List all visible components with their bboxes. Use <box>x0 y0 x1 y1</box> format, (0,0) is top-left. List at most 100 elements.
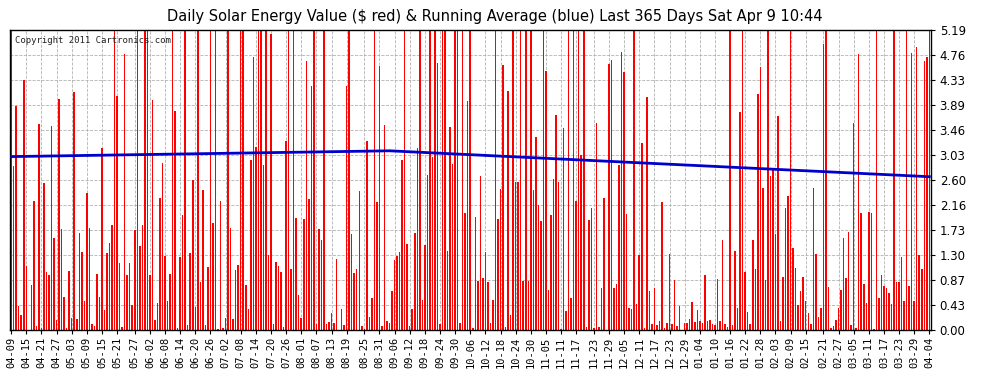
Bar <box>865 303 867 330</box>
Bar <box>747 312 748 330</box>
Bar <box>855 328 857 330</box>
Bar <box>366 141 367 330</box>
Bar <box>800 291 802 330</box>
Bar <box>419 30 421 330</box>
Bar <box>353 273 355 330</box>
Bar <box>285 141 287 330</box>
Bar <box>13 166 15 330</box>
Bar <box>782 277 784 330</box>
Bar <box>661 202 662 330</box>
Bar <box>149 276 150 330</box>
Bar <box>777 116 779 330</box>
Bar <box>737 308 739 330</box>
Bar <box>177 328 178 330</box>
Bar <box>432 157 434 330</box>
Bar <box>240 30 242 330</box>
Bar <box>442 30 444 330</box>
Bar <box>656 325 657 330</box>
Bar <box>634 30 635 330</box>
Bar <box>414 232 416 330</box>
Bar <box>275 262 277 330</box>
Bar <box>500 189 501 330</box>
Bar <box>749 324 751 330</box>
Bar <box>836 320 837 330</box>
Bar <box>850 326 852 330</box>
Bar <box>709 321 711 330</box>
Bar <box>560 328 561 330</box>
Bar <box>44 183 45 330</box>
Bar <box>717 279 718 330</box>
Bar <box>182 214 183 330</box>
Bar <box>164 255 165 330</box>
Bar <box>842 238 844 330</box>
Bar <box>233 319 234 330</box>
Bar <box>828 287 830 330</box>
Bar <box>358 191 360 330</box>
Bar <box>293 30 294 330</box>
Bar <box>104 310 105 330</box>
Bar <box>666 323 668 330</box>
Bar <box>921 269 923 330</box>
Bar <box>926 57 928 330</box>
Bar <box>66 328 67 330</box>
Bar <box>896 282 897 330</box>
Bar <box>16 106 17 330</box>
Bar <box>568 30 569 330</box>
Bar <box>563 128 564 330</box>
Bar <box>651 324 652 330</box>
Bar <box>853 123 854 330</box>
Bar <box>646 97 647 330</box>
Bar <box>474 217 476 330</box>
Bar <box>626 214 628 330</box>
Bar <box>215 30 216 330</box>
Bar <box>412 309 413 330</box>
Bar <box>33 201 35 330</box>
Bar <box>166 300 168 330</box>
Bar <box>127 275 128 330</box>
Bar <box>557 182 559 330</box>
Bar <box>437 63 439 330</box>
Bar <box>752 240 753 330</box>
Bar <box>225 318 227 330</box>
Bar <box>399 252 400 330</box>
Bar <box>311 86 312 330</box>
Bar <box>735 251 736 330</box>
Bar <box>363 329 365 330</box>
Bar <box>831 328 832 330</box>
Bar <box>46 272 48 330</box>
Bar <box>608 64 610 330</box>
Bar <box>220 201 222 330</box>
Text: Daily Solar Energy Value ($ red) & Running Average (blue) Last 365 Days Sat Apr : Daily Solar Energy Value ($ red) & Runni… <box>167 9 823 24</box>
Bar <box>870 213 872 330</box>
Bar <box>78 233 80 330</box>
Bar <box>598 327 600 330</box>
Bar <box>878 298 880 330</box>
Bar <box>139 246 141 330</box>
Bar <box>469 30 471 330</box>
Bar <box>290 270 292 330</box>
Bar <box>243 30 244 330</box>
Bar <box>210 30 211 330</box>
Bar <box>803 277 804 330</box>
Bar <box>815 254 817 330</box>
Bar <box>23 80 25 330</box>
Bar <box>644 327 645 330</box>
Bar <box>520 30 522 330</box>
Bar <box>86 193 87 330</box>
Bar <box>101 148 103 330</box>
Bar <box>445 30 446 330</box>
Text: Copyright 2011 Cartronics.com: Copyright 2011 Cartronics.com <box>15 36 170 45</box>
Bar <box>11 30 12 330</box>
Bar <box>73 92 75 330</box>
Bar <box>893 30 895 330</box>
Bar <box>490 322 491 330</box>
Bar <box>513 30 514 330</box>
Bar <box>145 30 146 330</box>
Bar <box>174 111 176 330</box>
Bar <box>757 94 758 330</box>
Bar <box>502 65 504 330</box>
Bar <box>76 319 77 330</box>
Bar <box>911 53 913 330</box>
Bar <box>21 315 22 330</box>
Bar <box>161 163 163 330</box>
